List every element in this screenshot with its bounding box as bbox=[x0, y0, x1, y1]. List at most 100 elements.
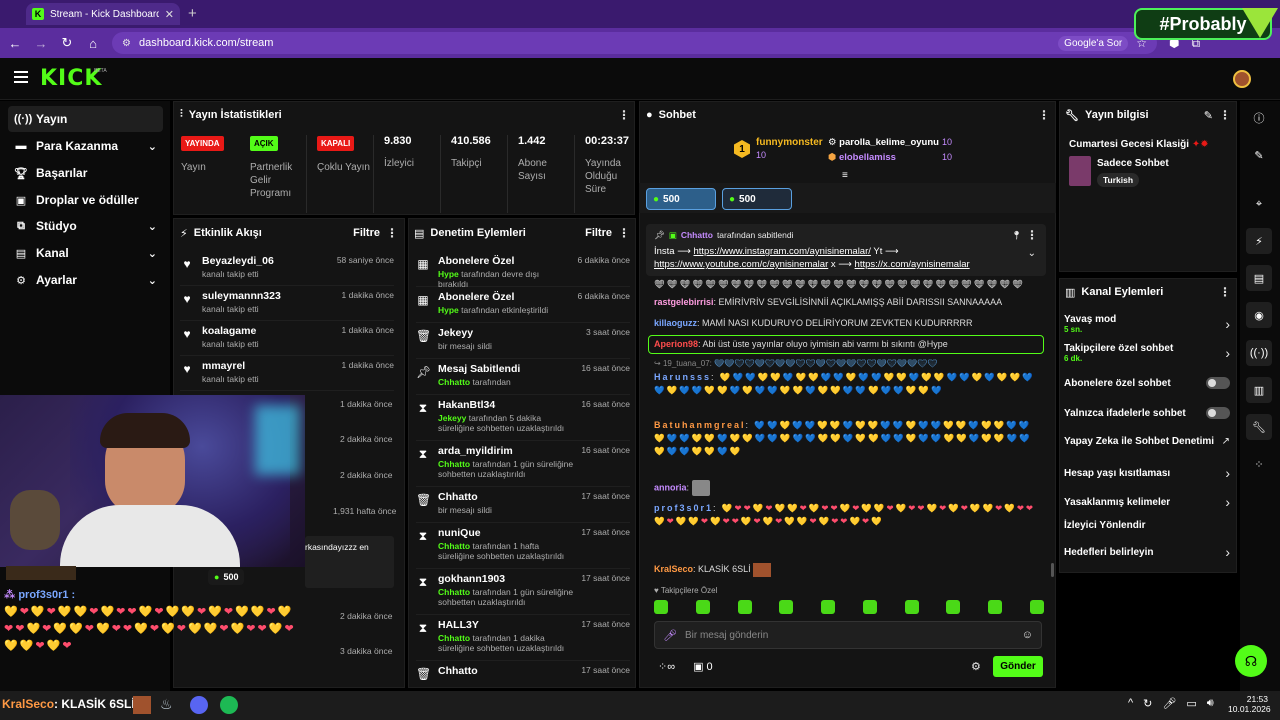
chat-username[interactable]: 19_tuana_07 bbox=[662, 359, 710, 368]
moderation-menu-icon[interactable]: ⋮ bbox=[618, 226, 630, 240]
emote-icon[interactable] bbox=[946, 600, 961, 614]
kick-logo[interactable]: KICK bbox=[40, 66, 103, 91]
menu-icon[interactable] bbox=[14, 71, 28, 83]
activity-menu-icon[interactable]: ⋮ bbox=[386, 226, 398, 240]
taskbar-clock[interactable]: 21:53 10.01.2026 bbox=[1228, 694, 1271, 714]
taskbar-app-icon[interactable] bbox=[133, 696, 151, 714]
help-support-icon[interactable]: ☊ bbox=[1235, 645, 1267, 677]
lightning-icon[interactable]: ⚡︎ bbox=[1246, 228, 1272, 254]
sync-icon[interactable]: ↻ bbox=[1143, 698, 1153, 710]
chat-scrollbar[interactable] bbox=[1051, 563, 1054, 577]
mic-icon[interactable]: 🎤︎ bbox=[663, 629, 677, 642]
apps-icon[interactable]: ⁘ bbox=[1254, 458, 1264, 471]
broadcast-icon[interactable]: ((·)) bbox=[1246, 340, 1272, 366]
emote-icon[interactable] bbox=[904, 600, 919, 614]
pinned-menu-icon[interactable]: ⋮ bbox=[1026, 228, 1038, 242]
chat-username[interactable]: Batuhanmgreal bbox=[654, 420, 746, 430]
channel-icon[interactable]: ▥ bbox=[1246, 377, 1272, 403]
sidebar-item-studio[interactable]: ⧉ Stüdyo ⌄ bbox=[8, 213, 163, 239]
kicks-pill[interactable]: ● 500 bbox=[646, 188, 716, 210]
unpin-icon[interactable]: 📍︎ bbox=[1011, 229, 1022, 240]
chat-bubble-icon[interactable]: ◉ bbox=[1246, 302, 1272, 328]
sidebar-item-stream[interactable]: ((·)) Yayın bbox=[8, 106, 163, 132]
new-tab-icon[interactable]: + bbox=[188, 5, 197, 22]
chat-settings-icon[interactable]: ⚙ bbox=[971, 661, 981, 673]
emotes-only-toggle[interactable] bbox=[1206, 407, 1230, 419]
steam-icon[interactable]: ♨ bbox=[160, 696, 173, 712]
monitor-icon[interactable]: ▭ bbox=[1186, 698, 1197, 710]
edit-icon[interactable]: ✎ bbox=[1254, 149, 1264, 162]
account-age-row[interactable]: Hesap yaşı kısıtlaması › bbox=[1064, 465, 1230, 481]
host-viewers-row[interactable]: İzleyici Yönlendir bbox=[1064, 520, 1230, 531]
send-button[interactable]: Gönder bbox=[993, 656, 1043, 677]
sidebar-item-drops[interactable]: ▣ Droplar ve ödüller bbox=[8, 187, 163, 213]
emoji-icon[interactable]: ☺ bbox=[1021, 629, 1033, 641]
sidebar-item-settings[interactable]: ⚙ Ayarlar ⌄ bbox=[8, 267, 163, 293]
chat-input[interactable]: 🎤︎ Bir mesaj gönderin ☺ bbox=[654, 621, 1042, 649]
activity-filter-button[interactable]: Filtre bbox=[353, 227, 380, 239]
pinned-link[interactable]: https://x.com/aynisinemalar bbox=[854, 259, 970, 270]
emote-icon[interactable] bbox=[862, 600, 877, 614]
wrench-icon[interactable]: 🔧︎ bbox=[1246, 414, 1272, 440]
language-tag[interactable]: Turkish bbox=[1097, 173, 1140, 187]
chat-menu-icon[interactable]: ⋮ bbox=[1038, 108, 1050, 122]
emote-icon[interactable] bbox=[654, 600, 668, 614]
pinned-link[interactable]: https://www.instagram.com/aynisinemalar/ bbox=[693, 246, 871, 257]
site-info-icon[interactable]: ⚙ bbox=[122, 37, 131, 49]
moderation-filter-button[interactable]: Filtre bbox=[585, 227, 612, 239]
extension-icon[interactable]: ⬢ bbox=[1169, 36, 1180, 50]
leader-name[interactable]: ⬢ elobellamiss bbox=[828, 152, 896, 163]
chat-username[interactable]: rastgelebirrisi bbox=[654, 297, 714, 307]
home-icon[interactable]: ⌂ bbox=[89, 35, 97, 51]
pinned-link[interactable]: https://www.youtube.com/c/aynisinemalar bbox=[654, 259, 829, 270]
chat-username[interactable]: Aperion98 bbox=[654, 339, 699, 349]
points-display[interactable]: ▣ 0 bbox=[693, 661, 713, 673]
category-thumbnail[interactable] bbox=[1069, 156, 1091, 186]
back-icon[interactable]: ← bbox=[8, 35, 22, 51]
ai-moderation-row[interactable]: Yapay Zeka ile Sohbet Denetimi ↗ bbox=[1064, 436, 1230, 447]
sidebar-item-channel[interactable]: ▤ Kanal ⌄ bbox=[8, 240, 163, 266]
focus-icon[interactable]: ⌖ bbox=[1255, 197, 1263, 210]
infinity-icon[interactable]: ⁘∞ bbox=[658, 661, 676, 673]
kicks-pill[interactable]: ● 500 bbox=[722, 188, 792, 210]
bookmark-star-icon[interactable]: ☆ bbox=[1136, 36, 1147, 50]
leader-name[interactable]: ⚙ parolla_kelime_oyunu bbox=[828, 137, 939, 148]
sidebar-item-achievements[interactable]: 🏆︎ Başarılar bbox=[8, 160, 163, 186]
followers-only-row[interactable]: Takipçilere özel sohbet 6 dk. › bbox=[1064, 343, 1230, 363]
document-icon[interactable]: ▤ bbox=[1246, 265, 1272, 291]
banned-words-row[interactable]: Yasaklanmış kelimeler › bbox=[1064, 494, 1230, 510]
mic-icon[interactable]: 🎤︎ bbox=[1162, 698, 1177, 710]
puzzle-icon[interactable]: ⧉ bbox=[1191, 35, 1201, 50]
chevron-down-icon[interactable]: ⌄ bbox=[1027, 248, 1036, 259]
emote-icon[interactable] bbox=[988, 600, 1003, 614]
set-goals-row[interactable]: Hedefleri belirleyin › bbox=[1064, 544, 1230, 560]
emote-icon[interactable] bbox=[1029, 600, 1044, 614]
discord-icon[interactable] bbox=[190, 696, 208, 714]
avatar[interactable] bbox=[1233, 70, 1251, 88]
slow-mode-row[interactable]: Yavaş mod 5 sn. › bbox=[1064, 314, 1230, 334]
google-ask-button[interactable]: Google'a Sor bbox=[1058, 35, 1129, 51]
chat-username[interactable]: Harunsss bbox=[654, 372, 712, 382]
stats-menu-icon[interactable]: ⋮ bbox=[618, 108, 630, 122]
browser-tab[interactable]: K Stream - Kick Dashboard ✕ bbox=[26, 3, 180, 25]
forward-icon[interactable]: → bbox=[34, 35, 48, 51]
edit-icon[interactable]: ✎ bbox=[1203, 109, 1213, 122]
chat-username[interactable]: annoria bbox=[654, 482, 687, 493]
info-icon[interactable]: ⓘ bbox=[1253, 113, 1265, 125]
sidebar-item-monetization[interactable]: ▬ Para Kazanma ⌄ bbox=[8, 133, 163, 159]
tray-expand-icon[interactable]: ^ bbox=[1128, 697, 1134, 709]
subscribers-only-toggle[interactable] bbox=[1206, 377, 1230, 389]
reload-icon[interactable]: ↻ bbox=[61, 35, 73, 50]
chat-username[interactable]: killaoguzz bbox=[654, 318, 698, 328]
close-tab-icon[interactable]: ✕ bbox=[164, 8, 174, 21]
leader-name[interactable]: funnymonster bbox=[756, 137, 823, 148]
chat-username[interactable]: KralSeco bbox=[654, 564, 694, 574]
emote-icon[interactable] bbox=[821, 600, 836, 614]
channel-actions-menu-icon[interactable]: ⋮ bbox=[1219, 285, 1231, 299]
emote-icon[interactable] bbox=[737, 600, 752, 614]
volume-icon[interactable]: 🔊︎ bbox=[1206, 697, 1214, 709]
category-name[interactable]: Sadece Sohbet bbox=[1097, 158, 1169, 169]
url-field[interactable]: ⚙ dashboard.kick.com/stream Google'a Sor… bbox=[112, 32, 1157, 54]
expand-leaders-icon[interactable]: ≡ bbox=[842, 170, 848, 181]
emote-icon[interactable] bbox=[695, 600, 710, 614]
